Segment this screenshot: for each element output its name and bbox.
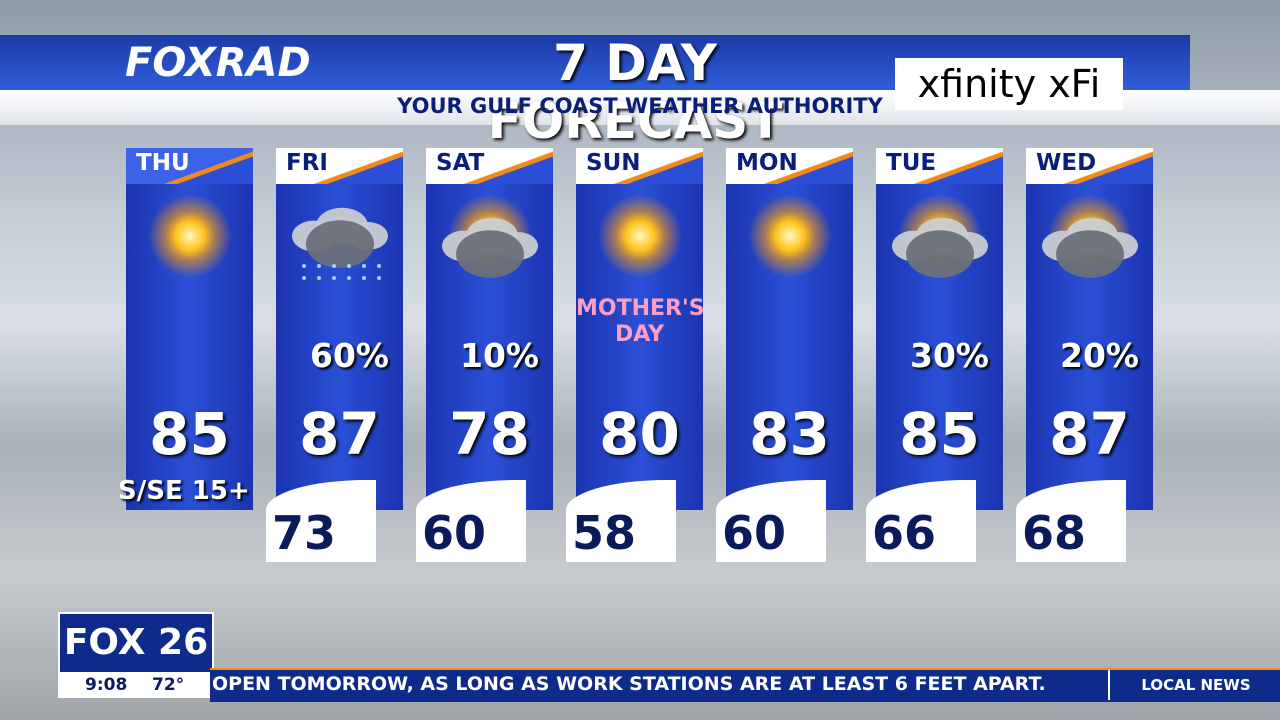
low-temp: 66: [866, 480, 976, 562]
weather-icon: [748, 194, 832, 278]
day-label: TUE: [876, 148, 1003, 184]
high-temp: 87: [299, 400, 380, 468]
rain-drop: [332, 276, 336, 280]
rain-chance: 20%: [1060, 336, 1139, 375]
day-label: SAT: [426, 148, 553, 184]
cloud: [906, 230, 974, 278]
high-temp: 85: [899, 400, 980, 468]
note: MOTHER'S DAY: [576, 296, 705, 347]
subtitle: YOUR GULF COAST WEATHER AUTHORITY: [397, 94, 883, 118]
weather-icon: [892, 194, 988, 278]
rain-drop: [347, 264, 351, 268]
rain-drop: [362, 264, 366, 268]
weather-icon: [148, 194, 232, 278]
cloud: [306, 220, 374, 268]
low-temp: 60: [716, 480, 826, 562]
weather-icon: [1042, 194, 1138, 278]
rain-drop: [302, 264, 306, 268]
rain-drop: [347, 276, 351, 280]
rain-drop: [377, 276, 381, 280]
high-temp: 80: [599, 400, 680, 468]
day-column: SUN MOTHER'S DAY 80: [576, 148, 705, 510]
sun: [148, 194, 232, 278]
rain-drop: [362, 276, 366, 280]
logo: FOXRAD: [125, 40, 311, 86]
clock-bar: [58, 672, 210, 698]
station-logo: FOX 26: [58, 612, 214, 674]
cloud: [456, 230, 524, 278]
day-column: SAT 10% 78: [426, 148, 553, 510]
high-temp: 85: [149, 400, 230, 468]
ticker-bar: [210, 668, 1280, 702]
rain-chance: 60%: [310, 336, 389, 375]
sun: [748, 194, 832, 278]
day-label: THU: [126, 148, 253, 184]
high-temp: 87: [1049, 400, 1130, 468]
day-column: TUE 30% 85: [876, 148, 1003, 510]
rain-drop: [317, 276, 321, 280]
cloud: [1056, 230, 1124, 278]
high-temp: 83: [749, 400, 830, 468]
day-label: MON: [726, 148, 853, 184]
sponsor: xfinity xFi: [895, 58, 1123, 110]
low-temp: 73: [266, 480, 376, 562]
weather-icon: [442, 194, 538, 278]
time: 9:08: [85, 675, 128, 695]
title: 7 DAY FORECAST: [487, 34, 783, 150]
ticker: OPEN TOMORROW, AS LONG AS WORK STATIONS …: [212, 673, 1046, 695]
low-temp: 60: [416, 480, 526, 562]
low-temp: 58: [566, 480, 676, 562]
sun: [598, 194, 682, 278]
day-label: WED: [1026, 148, 1153, 184]
weather-icon: [598, 194, 682, 278]
high-temp: 78: [449, 400, 530, 468]
rain-chance: 10%: [460, 336, 539, 375]
weather-icon: [292, 207, 388, 280]
day-column: MON 83: [726, 148, 853, 510]
wind: S/SE 15+: [118, 476, 250, 506]
day-label: FRI: [276, 148, 403, 184]
section-label: LOCAL NEWS: [1108, 670, 1280, 700]
day-column: WED 20% 87: [1026, 148, 1153, 510]
day-column: FRI 60% 87: [276, 148, 403, 510]
day-column: THU 85: [126, 148, 253, 510]
temperature: 72°: [152, 675, 185, 695]
rain-chance: 30%: [910, 336, 989, 375]
day-label: SUN: [576, 148, 703, 184]
rain-drop: [332, 264, 336, 268]
rain-drop: [377, 264, 381, 268]
low-temp: 68: [1016, 480, 1126, 562]
rain-drop: [302, 276, 306, 280]
rain-drop: [317, 264, 321, 268]
